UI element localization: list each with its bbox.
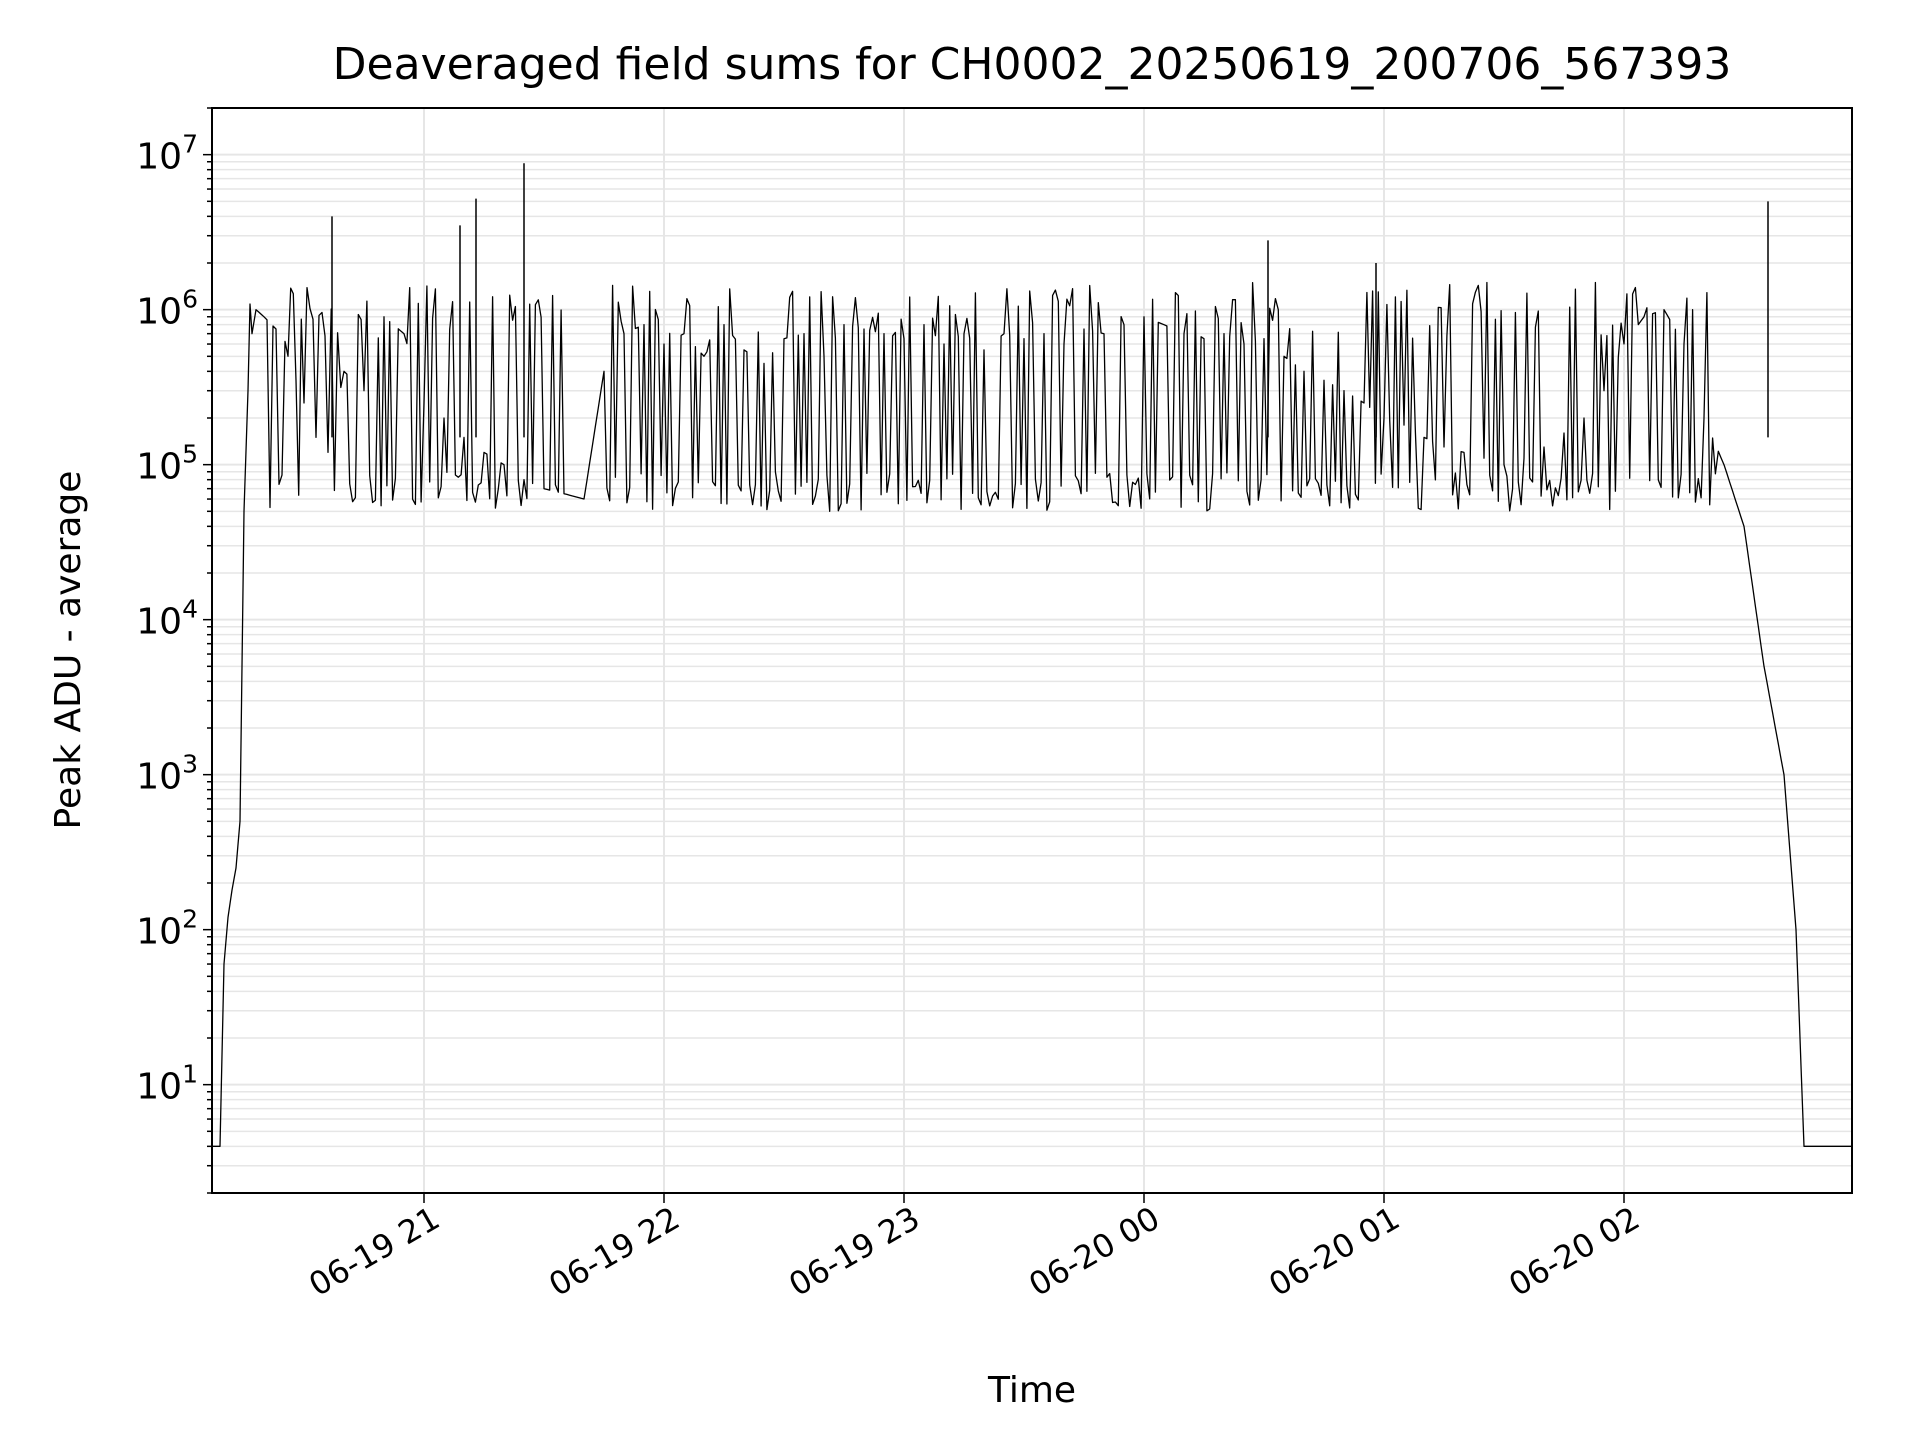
grid — [212, 107, 1852, 1194]
y-tick-label: 105 — [136, 440, 198, 488]
x-tick-label: 06-20 02 — [1502, 1199, 1646, 1304]
x-tick-label: 06-20 01 — [1262, 1199, 1406, 1304]
x-tick-label: 06-19 21 — [302, 1199, 446, 1304]
y-axis-label: Peak ADU - average — [48, 471, 89, 830]
series — [212, 163, 1852, 1147]
y-tick-label: 104 — [136, 595, 198, 643]
y-tick-label: 102 — [136, 905, 198, 953]
plot-frame — [211, 107, 1853, 1194]
x-tick-label: 06-19 23 — [782, 1199, 926, 1304]
series-line — [212, 281, 1852, 1147]
x-tick-label: 06-20 00 — [1022, 1199, 1166, 1304]
y-tick-label: 107 — [136, 130, 198, 178]
y-tick-label: 101 — [136, 1060, 198, 1108]
x-axis-label: Time — [987, 1370, 1076, 1411]
ticks: 101 102 103 104 105 106 107 06-19 21 06-19 22 06-… — [136, 107, 1646, 1304]
chart-title: Deaveraged field sums for CH0002_2025061… — [333, 39, 1732, 90]
y-tick-label: 103 — [136, 750, 198, 798]
x-tick-label: 06-19 22 — [542, 1199, 686, 1304]
y-tick-label: 106 — [136, 285, 198, 333]
